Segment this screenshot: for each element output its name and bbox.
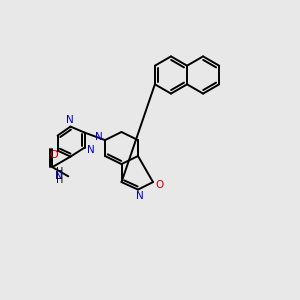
Text: H: H — [56, 175, 63, 185]
Text: N: N — [95, 132, 103, 142]
Text: N: N — [66, 115, 74, 125]
Text: N: N — [87, 145, 94, 155]
Text: N: N — [56, 171, 63, 181]
Text: H: H — [56, 167, 63, 177]
Text: O: O — [155, 179, 163, 190]
Text: O: O — [50, 150, 58, 160]
Text: N: N — [136, 191, 143, 201]
